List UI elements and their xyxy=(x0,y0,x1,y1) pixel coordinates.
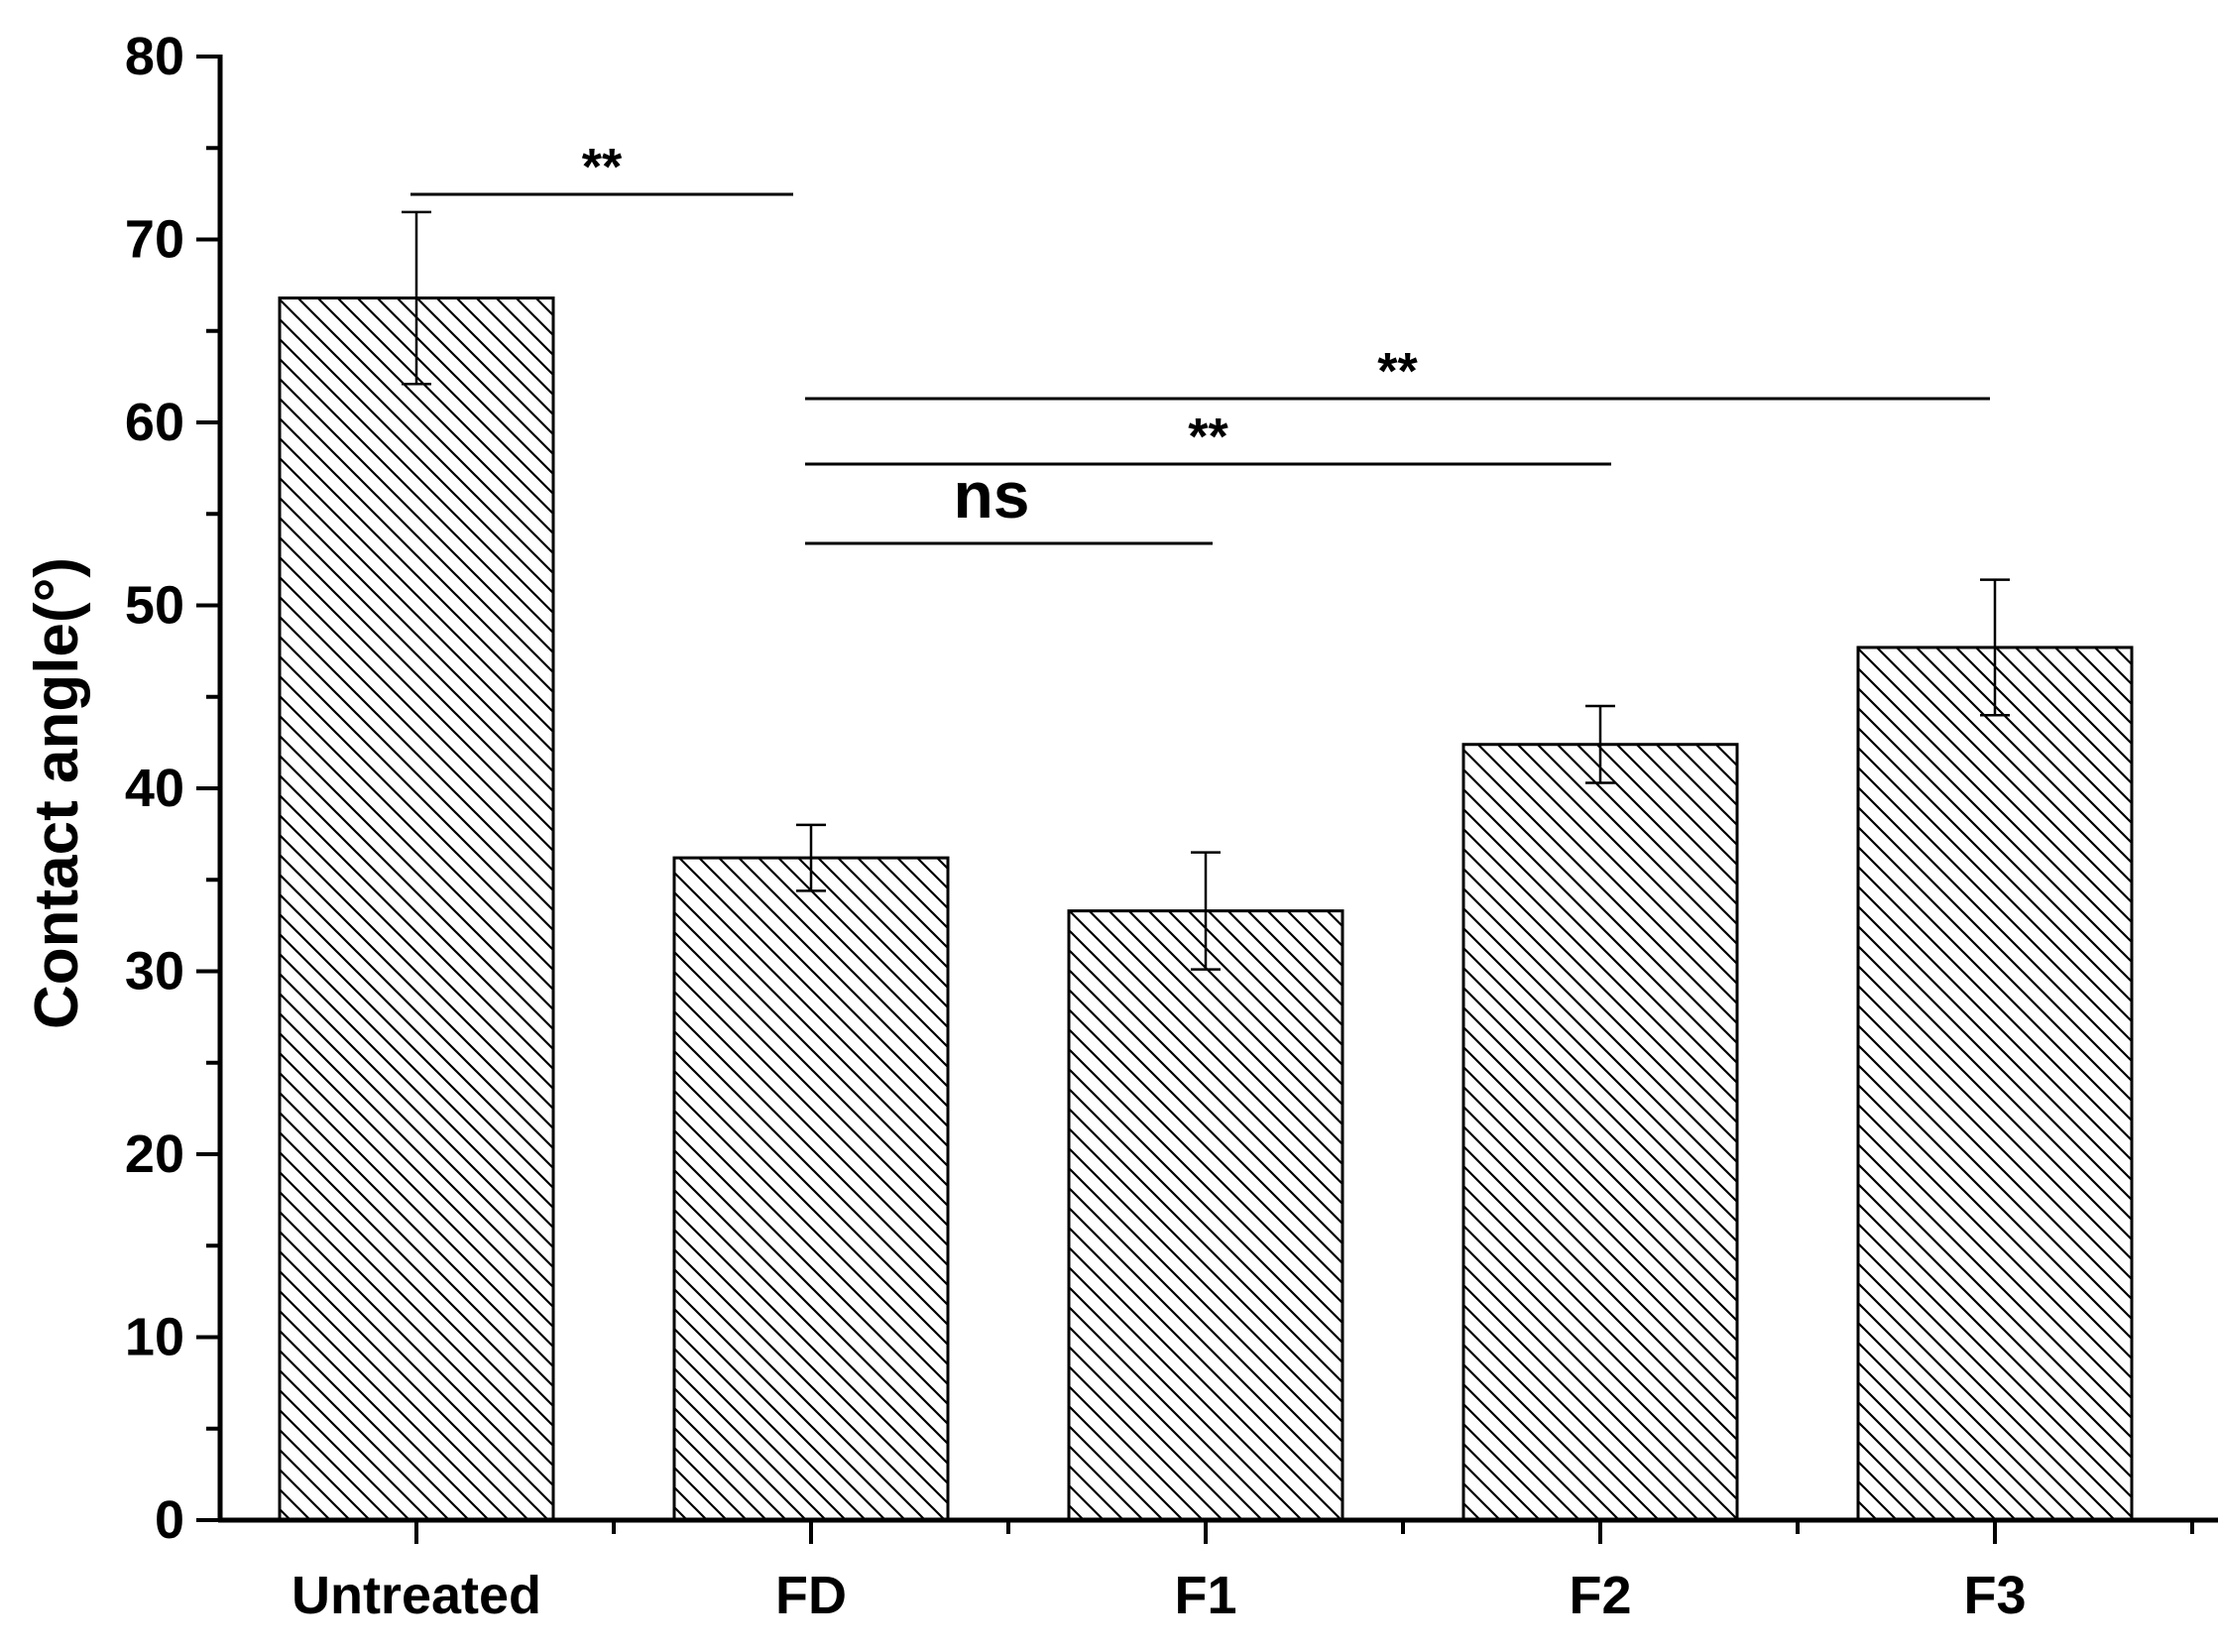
y-tick-label-80: 80 xyxy=(125,27,184,86)
x-tick-label-3: F2 xyxy=(1569,1566,1631,1625)
bar-3 xyxy=(1461,743,1739,1522)
bar-1 xyxy=(672,856,950,1522)
bars-layer xyxy=(278,296,2134,1522)
y-tick-label-60: 60 xyxy=(125,393,184,452)
y-tick-label-30: 30 xyxy=(125,942,184,1002)
y-tick-label-50: 50 xyxy=(125,576,184,636)
significance-label-0: ** xyxy=(582,139,623,196)
significance-label-2: ** xyxy=(1188,409,1228,466)
y-tick-label-70: 70 xyxy=(125,210,184,270)
y-tick-label-0: 0 xyxy=(155,1490,184,1550)
significance-label-1: ** xyxy=(1377,343,1418,401)
bar-0 xyxy=(278,296,555,1522)
significance-layer: ** ** ** ns xyxy=(410,139,1990,545)
x-tick-label-2: F1 xyxy=(1174,1566,1236,1625)
x-tick-label-0: Untreated xyxy=(292,1566,541,1625)
x-tick-label-1: FD xyxy=(775,1566,847,1625)
significance-label-3: ns xyxy=(953,458,1029,531)
bar-2 xyxy=(1067,909,1344,1522)
axes-layer: 0 10 20 30 40 50 60 70 80 Untreated FD F1 F2 F3 xyxy=(125,27,2218,1625)
error-bars-layer xyxy=(402,210,2010,971)
x-tick-label-4: F3 xyxy=(1963,1566,2026,1625)
bar-4 xyxy=(1856,646,2134,1522)
y-tick-label-20: 20 xyxy=(125,1124,184,1184)
y-axis-label: Contact angle(°) xyxy=(23,557,91,1029)
y-tick-label-10: 10 xyxy=(125,1308,184,1367)
y-tick-label-40: 40 xyxy=(125,759,184,818)
